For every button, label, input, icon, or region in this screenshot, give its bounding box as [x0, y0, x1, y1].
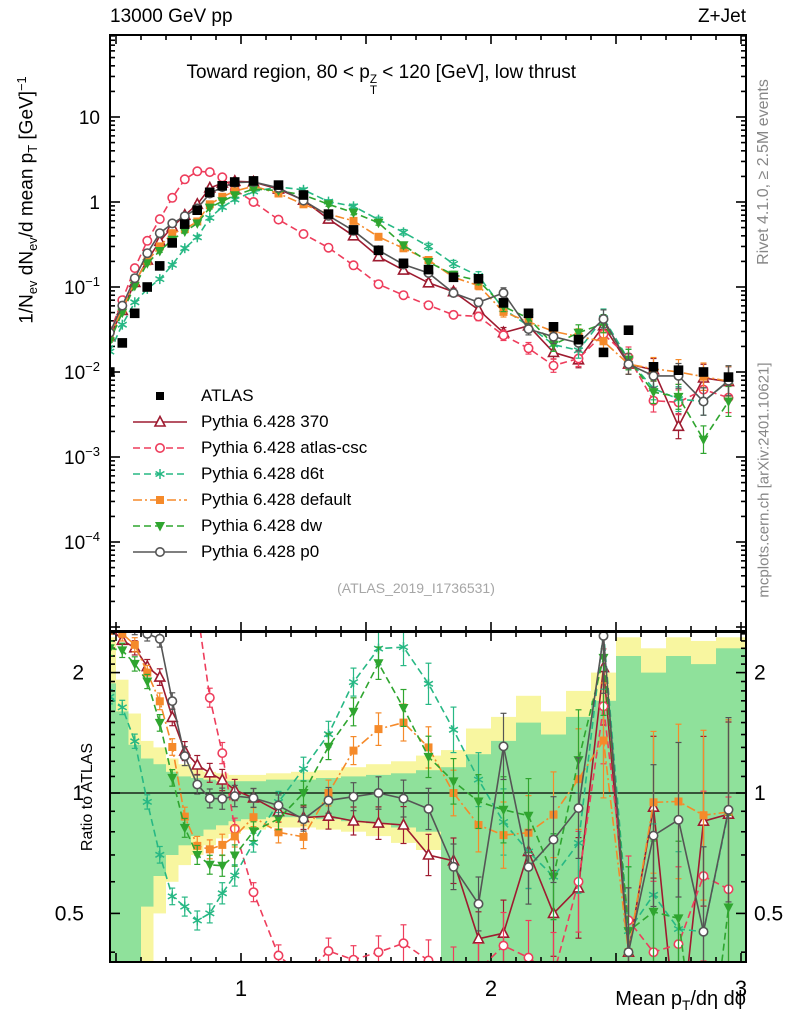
legend-marker	[133, 469, 187, 479]
svg-text:2: 2	[754, 662, 766, 685]
legend-label: Pythia 6.428 atlas-csc	[201, 438, 368, 457]
legend-label: Pythia 6.428 370	[201, 412, 329, 431]
legend-item-series-0: Pythia 6.428 370	[132, 409, 367, 435]
svg-text:0.5: 0.5	[55, 902, 84, 925]
legend-label: Pythia 6.428 dw	[201, 516, 322, 535]
legend-label: Pythia 6.428 default	[201, 490, 352, 509]
legend-item-series-2: Pythia 6.428 d6t	[132, 461, 367, 487]
legend-marker	[156, 392, 164, 400]
legend-marker	[133, 496, 187, 504]
svg-text:10−3: 10−3	[64, 444, 100, 469]
rivet-version-note: Rivet 4.1.0, ≥ 2.5M events	[755, 79, 772, 265]
svg-text:1: 1	[89, 193, 100, 214]
series-markers	[132, 632, 734, 958]
beam-energy-label: 13000 GeV pp	[110, 6, 233, 27]
legend-marker	[133, 522, 187, 532]
svg-text:10−4: 10−4	[64, 529, 100, 554]
svg-text:10: 10	[79, 108, 100, 129]
process-label: Z+Jet	[697, 6, 746, 27]
legend-marker	[133, 414, 187, 427]
legend-marker	[133, 443, 187, 453]
legend-label: Pythia 6.428 p0	[201, 542, 320, 561]
legend-item-series-1: Pythia 6.428 atlas-csc	[132, 435, 367, 461]
series-markers	[110, 644, 734, 937]
series-error-bars	[110, 179, 732, 416]
analysis-id-watermark: (ATLAS_2019_I1736531)	[337, 580, 495, 596]
legend-item-atlas: ATLAS	[132, 383, 367, 409]
x-axis-title: Mean pT/dη dϕ	[615, 988, 746, 1013]
y-axis-title: 1/Nev dNev/d mean pT [GeV]−1	[14, 76, 40, 324]
svg-text:0.5: 0.5	[754, 902, 783, 925]
svg-text:2: 2	[72, 662, 84, 685]
series-markers	[110, 182, 734, 407]
svg-text:10−2: 10−2	[64, 359, 100, 384]
svg-text:10−1: 10−1	[64, 274, 100, 299]
ratio-series	[110, 632, 735, 962]
svg-text:1: 1	[72, 782, 84, 805]
legend-item-series-5: Pythia 6.428 p0	[132, 539, 367, 565]
panel-frames	[109, 34, 747, 963]
legend-item-series-3: Pythia 6.428 default	[132, 487, 367, 513]
svg-text:2: 2	[485, 976, 497, 1001]
atlas-data-points	[110, 176, 734, 382]
legend-label: ATLAS	[201, 386, 254, 405]
legend: ATLAS Pythia 6.428 370 Pythia 6.428 atlas-…	[132, 383, 367, 565]
axis-tick-labels: 10 1 10−1 10−2 10−3 10−4 2 2 1 1 0.5 0.5 1 2 3	[55, 108, 783, 1001]
mcplots-credit: mcplots.cern.ch [arXiv:2401.10621]	[755, 362, 773, 598]
ratio-axis-title: Ratio to ATLAS	[79, 742, 96, 852]
legend-label: Pythia 6.428 d6t	[201, 464, 324, 483]
series-line	[110, 185, 729, 382]
legend-item-series-4: Pythia 6.428 dw	[132, 513, 367, 539]
svg-text:1: 1	[235, 976, 247, 1001]
legend-marker	[133, 547, 187, 557]
svg-text:3: 3	[735, 976, 747, 1001]
svg-text:1: 1	[754, 782, 766, 805]
